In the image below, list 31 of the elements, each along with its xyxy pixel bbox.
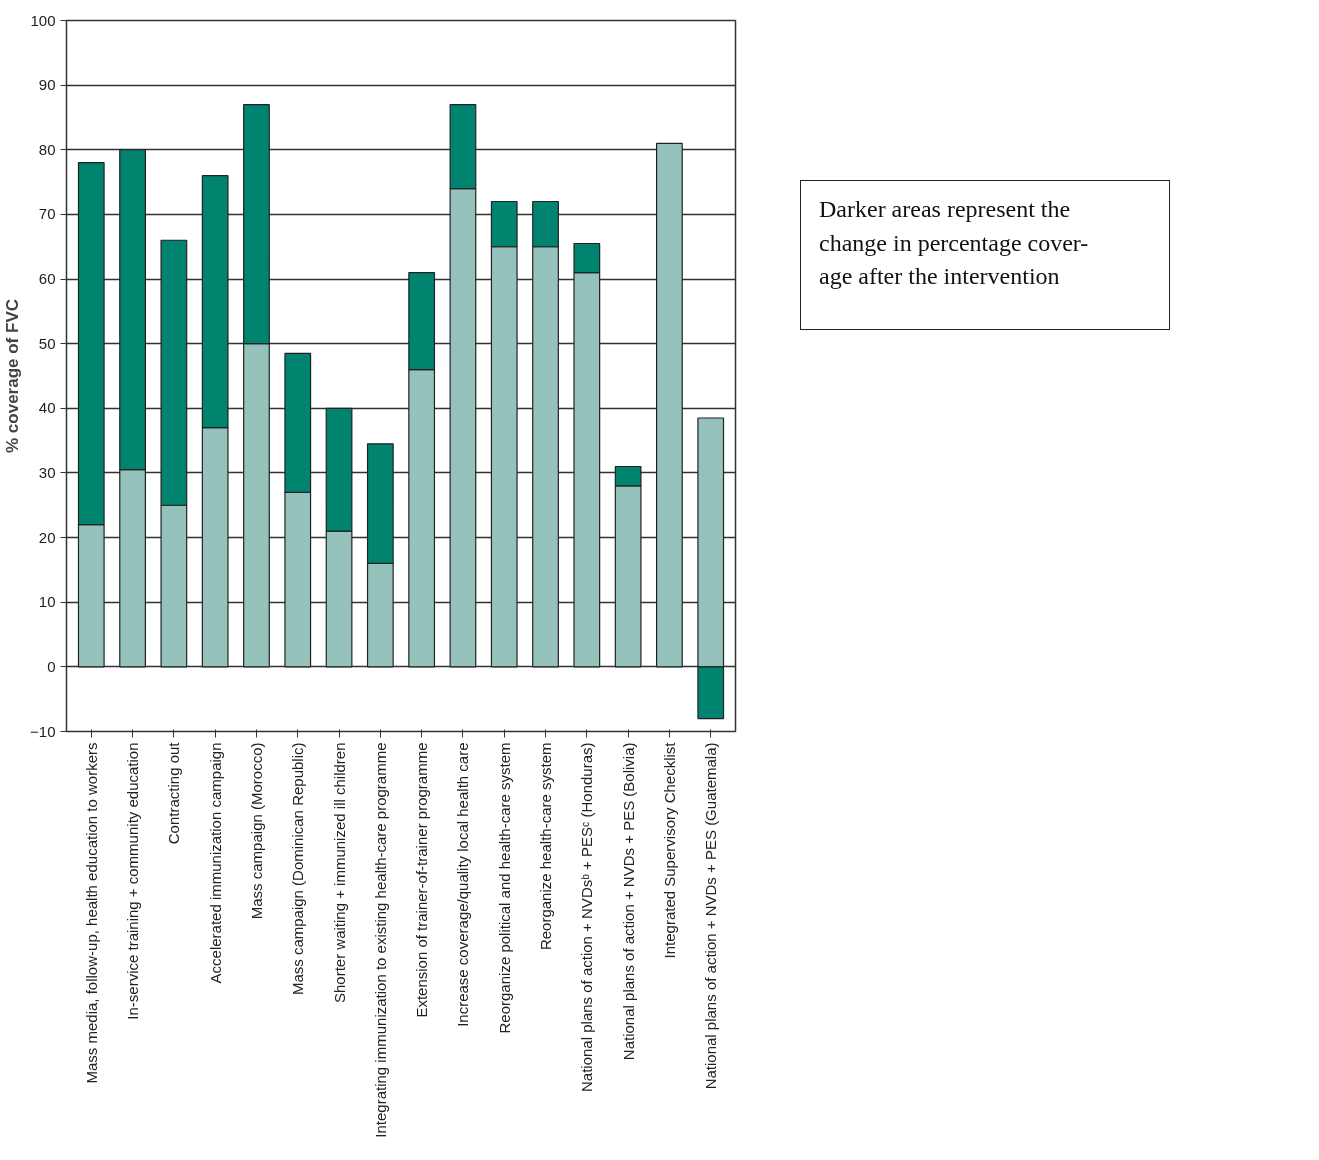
y-tick-label: 30 [38,463,56,481]
y-tick-label: 80 [38,140,56,158]
y-tick-label: 70 [38,205,56,223]
x-tick-label: Reorganize health-care system [537,742,555,951]
y-tick-label: −10 [30,722,56,740]
x-tick-label: Shorter waiting + immunized ill children [330,742,348,1004]
y-axis-title: % coverage of FVC [3,298,23,453]
x-tick-label: In-service training + community education [124,742,142,1020]
bar [656,142,683,668]
y-tick-label: 10 [38,593,56,611]
x-tick-label: Extension of trainer-of-trainer programme [413,742,431,1018]
x-tick-label: Mass media, follow-up, health education to workers [82,742,100,1084]
y-tick-label: 90 [38,76,56,94]
y-tick-label: 100 [30,11,56,29]
x-tick-label: Increase coverage/quality local health care [454,742,472,1027]
x-tick-label: Integrating immunization to existing health-care programme [371,742,389,1138]
x-tick-label: Accelerated immunization campaign [206,742,224,984]
x-tick-label: Reorganize political and health-care system [495,742,513,1034]
y-tick-label: 40 [38,399,56,417]
y-tick-label: 60 [38,270,56,288]
text: Darker areas represent the change in percentage cover- age after the intervention [819,195,1089,292]
x-tick-label: Integrated Supervisory Checklist [660,741,678,959]
x-tick-label: Mass campaign (Morocco) [247,742,265,920]
y-tick-label: 0 [47,657,56,675]
x-tick-label: National plans of action + NVDsᵇ + PESᶜ (Honduras) [578,742,596,1092]
x-tick-label: Contracting out [165,741,183,845]
y-tick-label: 50 [38,334,56,352]
x-tick-label: National plans of action + NVDs + PES (Bolivia) [619,742,637,1061]
x-tick-label: National plans of action + NVDs + PES (Guatemala) [702,742,720,1090]
x-tick-label: Mass campaign (Dominican Republic) [289,742,307,996]
y-tick-label: 20 [38,528,56,546]
